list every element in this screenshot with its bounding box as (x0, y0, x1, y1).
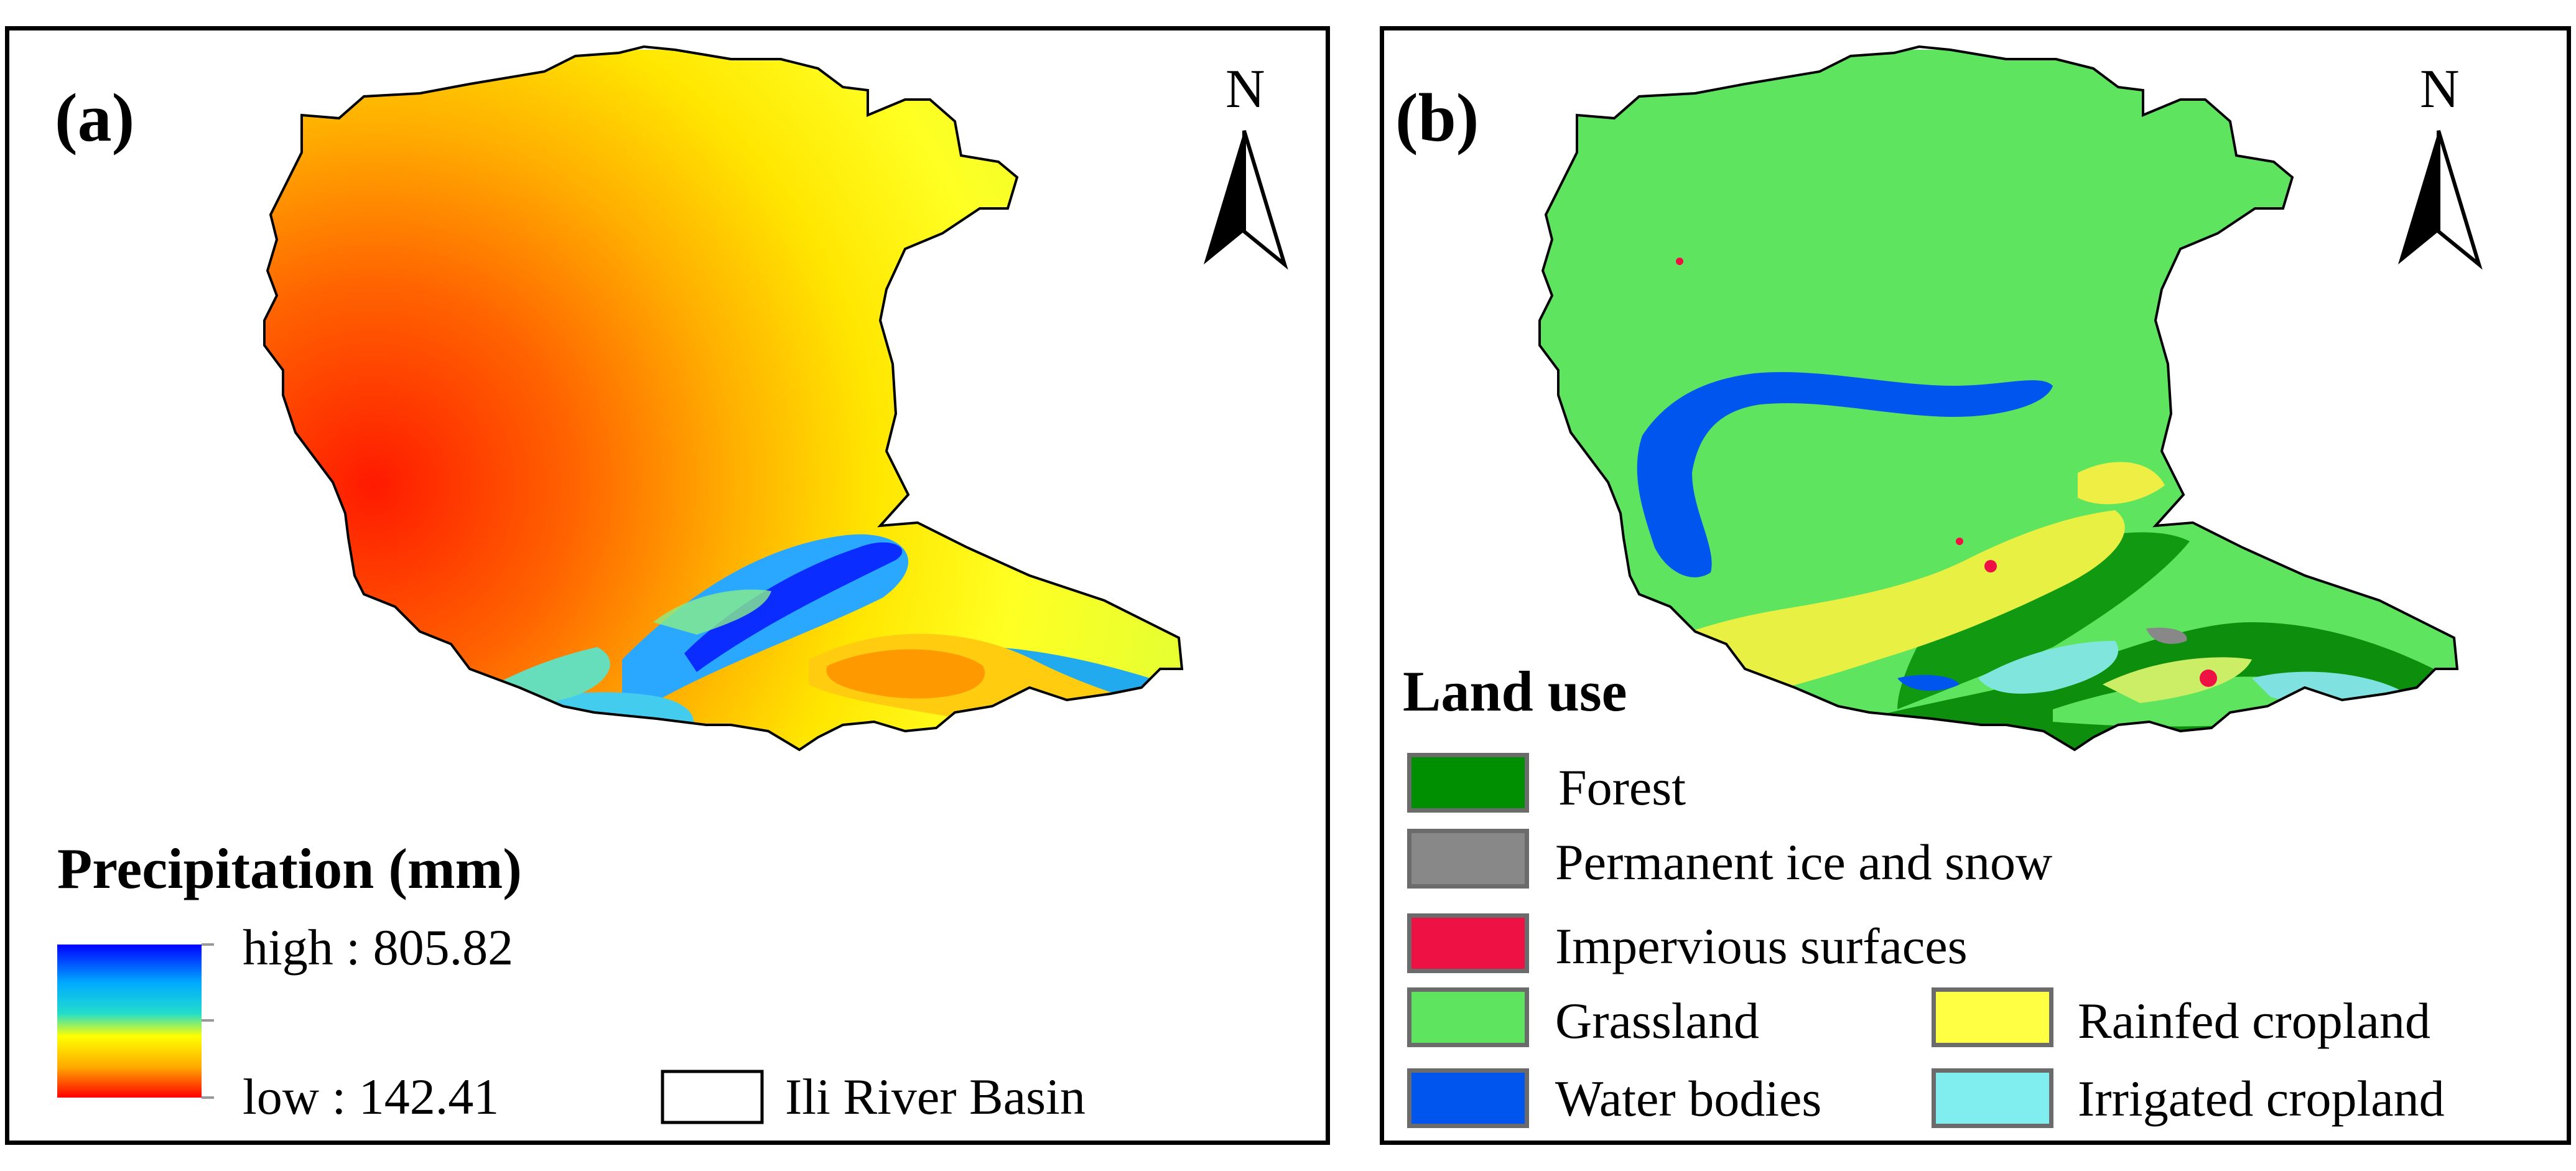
legend-swatch-grassland (1407, 987, 1529, 1047)
precipitation-high-label: high : 805.82 (243, 919, 514, 976)
north-arrow-b (2398, 130, 2483, 270)
landuse-legend-title: Land use (1403, 660, 1627, 723)
panel-a-label: (a) (55, 80, 135, 156)
precipitation-raster (264, 50, 1182, 750)
precipitation-low-label: low : 142.41 (243, 1068, 500, 1125)
panel-b-label: (b) (1395, 80, 1479, 156)
legend-swatch-irrigated (1932, 1068, 2053, 1128)
legend-label-impervious: Impervious surfaces (1555, 918, 1968, 974)
legend-swatch-forest (1407, 753, 1529, 813)
basin-legend-swatch (661, 1070, 764, 1124)
basin-legend-label: Ili River Basin (785, 1068, 1086, 1125)
precipitation-color-ramp (57, 945, 202, 1098)
legend-swatch-ice-snow (1407, 829, 1529, 889)
legend-swatch-impervious (1407, 913, 1529, 973)
legend-label-irrigated: Irrigated cropland (2078, 1070, 2445, 1127)
north-label-b: N (2420, 59, 2460, 119)
legend-label-grassland: Grassland (1555, 992, 1759, 1049)
legend-swatch-rainfed (1932, 987, 2053, 1047)
legend-label-water: Water bodies (1555, 1070, 1822, 1127)
legend-label-forest: Forest (1558, 759, 1686, 816)
north-arrow-a (1204, 130, 1288, 270)
precipitation-legend-title: Precipitation (mm) (57, 837, 522, 900)
legend-label-rainfed: Rainfed cropland (2078, 992, 2430, 1049)
legend-swatch-water (1407, 1068, 1529, 1128)
north-label-a: N (1225, 59, 1265, 119)
legend-label-ice-snow: Permanent ice and snow (1555, 834, 2053, 890)
